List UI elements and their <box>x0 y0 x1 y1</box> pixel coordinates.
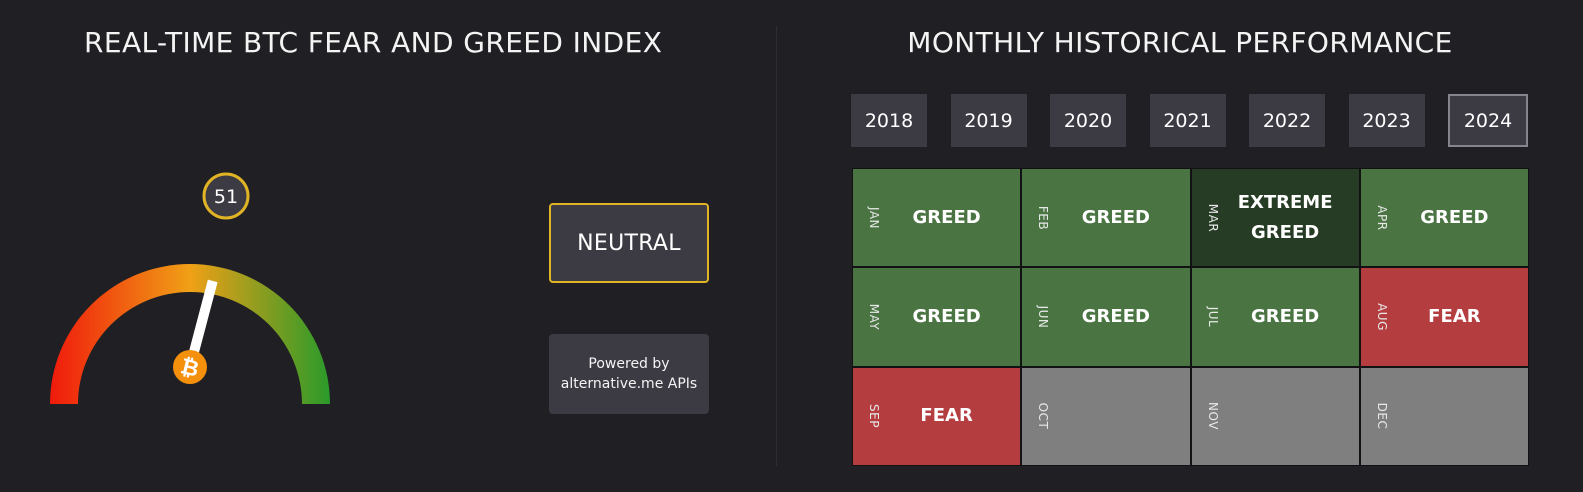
month-sentiment: FEAR <box>1428 305 1481 327</box>
month-label: MAY <box>867 303 881 331</box>
month-cell-mar: MAR EXTREME GREED <box>1191 169 1359 267</box>
month-sentiment: EXTREME GREED <box>1237 191 1333 243</box>
powered-by-badge[interactable]: Powered by alternative.me APIs <box>549 334 709 414</box>
month-cell-aug: AUG FEAR <box>1360 268 1528 366</box>
gauge-arc <box>50 264 330 404</box>
month-sentiment: GREED <box>1420 206 1489 228</box>
month-cell-feb: FEB GREED <box>1022 169 1190 267</box>
monthly-grid: JAN GREED FEB GREED MAR EXTREME GREED APR GREED… <box>852 168 1529 466</box>
year-tab-2018[interactable]: 2018 <box>851 94 927 147</box>
gauge-needle <box>184 279 218 370</box>
year-tab-2023[interactable]: 2023 <box>1348 94 1425 147</box>
month-label: AUG <box>1374 303 1389 331</box>
month-label: JAN <box>867 206 881 229</box>
fear-greed-panel: REAL-TIME BTC FEAR AND GREED INDEX 51 ₿ … <box>0 0 776 492</box>
year-tab-2020[interactable]: 2020 <box>1050 94 1126 147</box>
month-label: JUL <box>1205 306 1220 328</box>
month-cell-dec: DEC <box>1360 367 1528 465</box>
month-cell-nov: NOV <box>1191 367 1359 465</box>
month-sentiment: FEAR <box>920 405 973 427</box>
fear-greed-gauge: 51 ₿ <box>50 172 330 404</box>
powered-by-line2: alternative.me APIs <box>560 376 698 392</box>
month-sentiment: GREED <box>1081 305 1150 327</box>
fear-greed-title: REAL-TIME BTC FEAR AND GREED INDEX <box>84 26 663 59</box>
month-label: SEP <box>867 404 881 429</box>
month-sentiment: GREED <box>1081 206 1150 228</box>
month-cell-jan: JAN GREED <box>853 169 1021 267</box>
gauge-value: 51 <box>214 186 238 208</box>
month-sentiment: GREED <box>1251 305 1320 327</box>
powered-by-line1: Powered by <box>588 356 670 372</box>
month-sentiment: GREED <box>912 305 981 327</box>
monthly-performance-title: MONTHLY HISTORICAL PERFORMANCE <box>907 26 1453 59</box>
month-cell-jul: JUL GREED <box>1191 268 1359 366</box>
panel-divider <box>776 26 777 466</box>
month-label: FEB <box>1036 205 1051 230</box>
year-tab-2021[interactable]: 2021 <box>1149 94 1226 147</box>
year-tab-2019[interactable]: 2019 <box>950 94 1027 147</box>
month-label: OCT <box>1036 403 1051 430</box>
month-cell-may: MAY GREED <box>853 268 1021 366</box>
month-sentiment: GREED <box>912 206 981 228</box>
month-cell-apr: APR GREED <box>1360 169 1528 267</box>
month-label: APR <box>1374 205 1389 231</box>
month-cell-oct: OCT <box>1022 367 1190 465</box>
month-cell-sep: SEP FEAR <box>853 367 1021 465</box>
month-label: JUN <box>1036 305 1051 329</box>
sentiment-status: NEUTRAL <box>549 203 709 283</box>
month-label: NOV <box>1205 402 1220 431</box>
month-label: MAR <box>1205 203 1220 232</box>
monthly-performance-panel: MONTHLY HISTORICAL PERFORMANCE 2018 2019 2… <box>777 0 1583 492</box>
year-tab-2024[interactable]: 2024 <box>1448 94 1528 147</box>
bitcoin-symbol: ₿ <box>178 354 201 383</box>
month-label: DEC <box>1374 402 1389 430</box>
bitcoin-icon: ₿ <box>173 350 207 384</box>
month-cell-jun: JUN GREED <box>1022 268 1190 366</box>
year-tab-2022[interactable]: 2022 <box>1249 94 1325 147</box>
gauge-value-badge: 51 <box>202 172 250 220</box>
